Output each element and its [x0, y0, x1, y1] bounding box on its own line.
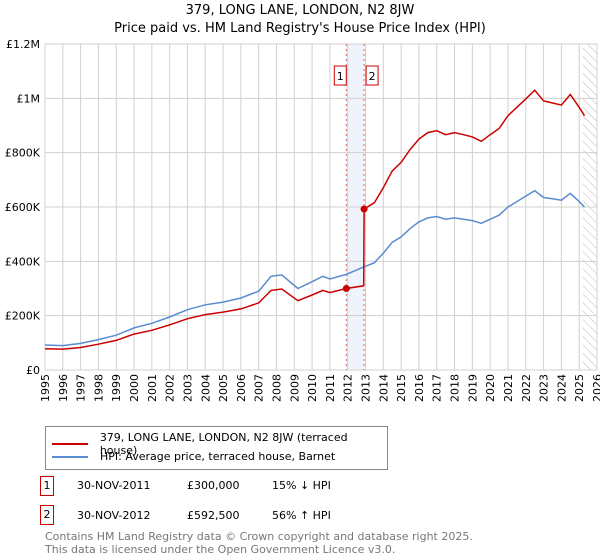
sale-hpi-1: 15% ↓ HPI — [272, 479, 331, 492]
x-tick-label: 2011 — [324, 374, 337, 402]
sale-date-2: 30-NOV-2012 — [77, 509, 151, 522]
x-tick-label: 2005 — [217, 374, 230, 402]
x-tick-label: 2025 — [573, 374, 586, 402]
x-tick-label: 2003 — [181, 374, 194, 402]
legend: 379, LONG LANE, LONDON, N2 8JW (terraced… — [45, 426, 388, 470]
x-tick-label: 2018 — [449, 374, 462, 402]
sale-marker-1: 1 — [40, 476, 54, 496]
x-tick-label: 2017 — [431, 374, 444, 402]
chart-plot: 1995 1996 1997 1998 1999 2000 2001 2002 2003 2004… — [5, 38, 600, 402]
x-tick-label: 2022 — [520, 374, 533, 402]
x-tick-label: 2006 — [235, 374, 248, 402]
legend-label-property: 379, LONG LANE, LONDON, N2 8JW (terraced… — [99, 431, 348, 457]
x-tick-label: 2020 — [484, 374, 497, 402]
y-tick-label: £1M — [17, 92, 41, 105]
legend-label-hpi: HPI: Average price, terraced house, Barn… — [100, 450, 336, 463]
sale-label-box-1 — [333, 65, 347, 86]
sale-marker-2: 2 — [40, 505, 54, 525]
sale-hpi-2: 56% ↑ HPI — [272, 509, 331, 522]
x-tick-label: 2015 — [395, 374, 408, 402]
y-tick-label: £200K — [5, 310, 41, 323]
x-tick-label: 2004 — [199, 374, 212, 402]
sale-point-2 — [360, 205, 368, 213]
x-tick-label: 2012 — [342, 374, 355, 402]
x-tick-label: 2021 — [502, 374, 515, 402]
sale-point-1 — [342, 285, 350, 292]
x-tick-label: 2002 — [164, 374, 177, 402]
x-tick-label: 2007 — [253, 374, 266, 402]
x-tick-label: 1996 — [57, 374, 70, 402]
footer-line-1: Contains HM Land Registry data © Crown c… — [45, 530, 473, 543]
legend-swatch-hpi — [52, 455, 88, 458]
x-tick-label: 2026 — [591, 374, 600, 402]
y-tick-label: £800K — [5, 147, 41, 160]
x-tick-label: 2009 — [288, 374, 301, 402]
sale-price-1: £300,000 — [187, 479, 240, 492]
sale-date-1: 30-NOV-2011 — [77, 479, 151, 492]
y-tick-label: £1.2M — [6, 38, 40, 51]
x-tick-label: 2016 — [413, 374, 426, 402]
chart-title: 379, LONG LANE, LONDON, N2 8JW — [185, 3, 415, 18]
x-tick-label: 1998 — [92, 374, 105, 402]
x-tick-label: 1997 — [75, 374, 88, 402]
x-tick-label: 2008 — [270, 374, 283, 402]
x-tick-label: 2013 — [360, 374, 373, 402]
x-tick-label: 2010 — [306, 374, 319, 402]
footer: Contains HM Land Registry data © Crown c… — [45, 530, 473, 556]
x-tick-label: 2024 — [555, 374, 568, 402]
x-tick-label: 1995 — [39, 374, 52, 402]
hpi-line — [44, 189, 586, 347]
x-tick-label: 2019 — [466, 374, 479, 402]
x-tick-label: 2014 — [377, 374, 390, 402]
x-tick-label: 2000 — [128, 374, 141, 402]
legend-swatch-property — [52, 443, 88, 445]
sale-label-box-2 — [365, 65, 379, 86]
property-price-line — [44, 89, 586, 350]
chart-subtitle: Price paid vs. HM Land Registry's House … — [114, 21, 486, 36]
y-tick-label: £400K — [5, 255, 41, 268]
y-tick-label: £600K — [5, 201, 41, 214]
footer-line-2: This data is licensed under the Open Gov… — [45, 543, 396, 556]
sale-label-2: 2 — [369, 70, 376, 83]
sale-label-1: 1 — [337, 70, 344, 83]
sale-price-2: £592,500 — [187, 509, 240, 522]
x-tick-label: 1999 — [110, 374, 123, 402]
x-tick-label: 2023 — [538, 374, 551, 402]
x-tick-label: 2001 — [146, 374, 159, 402]
y-tick-label: £0 — [26, 364, 40, 377]
